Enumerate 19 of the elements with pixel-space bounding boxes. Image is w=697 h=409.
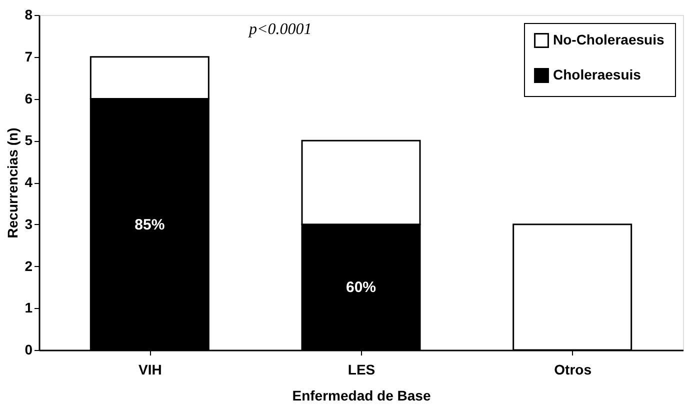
y-tick-label: 0 (24, 342, 33, 358)
y-tick-label: 6 (24, 90, 33, 106)
x-tick-label: VIH (138, 362, 162, 378)
y-tick-label: 5 (24, 132, 33, 148)
y-tick-label: 2 (24, 258, 33, 274)
y-tick-label: 1 (24, 300, 33, 316)
y-tick-label: 3 (24, 216, 33, 232)
legend-label: Choleraesuis (553, 66, 642, 82)
y-tick-label: 7 (24, 48, 33, 64)
legend-label: No-Choleraesuis (553, 32, 664, 48)
x-tick-label: LES (348, 362, 376, 378)
annotation: 85% (134, 216, 165, 234)
y-axis-title: Recurrencias (n) (4, 128, 21, 238)
y-tick-label: 4 (24, 174, 33, 190)
x-tick-label: Otros (554, 362, 592, 378)
x-axis-title: Enfermedad de Base (292, 388, 431, 404)
annotation: p<0.0001 (248, 21, 312, 38)
annotation: 60% (346, 279, 376, 296)
y-tick-label: 8 (24, 6, 33, 22)
